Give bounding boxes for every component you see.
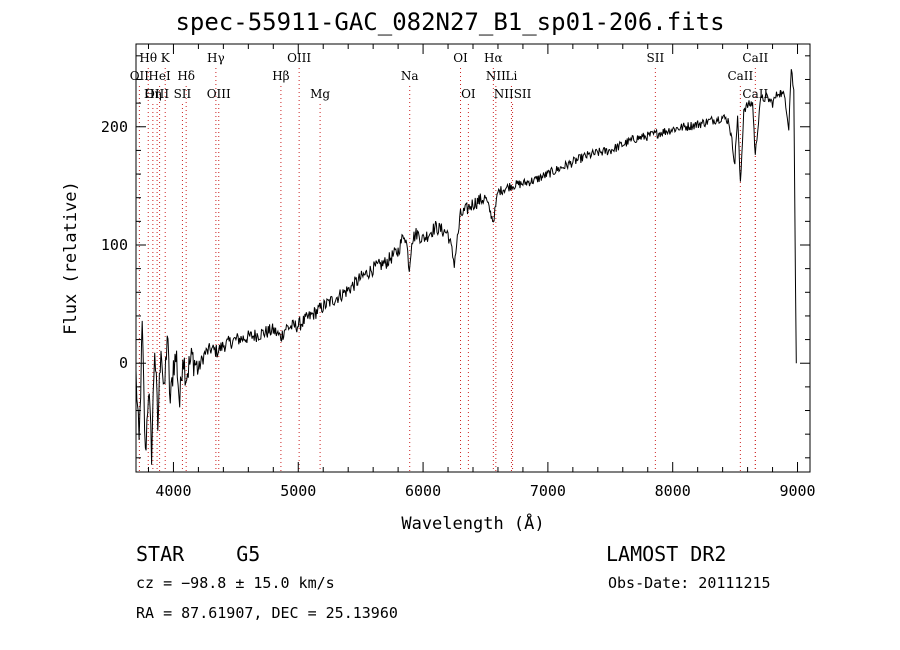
- y-tick-label: 200: [101, 118, 128, 136]
- cz-value: cz = −98.8 ± 15.0 km/s: [136, 574, 335, 592]
- line-label: Hγ: [207, 51, 225, 65]
- line-label: OI: [461, 87, 476, 101]
- line-label: Hα: [484, 51, 503, 65]
- line-label: CaII: [727, 69, 753, 83]
- line-markers: [138, 68, 756, 472]
- obs-date: Obs-Date: 20111215: [608, 574, 771, 592]
- line-label: HeI: [148, 69, 171, 83]
- line-label: SII: [174, 87, 192, 101]
- line-label: NII: [486, 69, 506, 83]
- x-tick-label: 6000: [405, 482, 441, 500]
- line-label: K: [161, 51, 171, 65]
- survey-label: LAMOST DR2: [606, 542, 727, 566]
- coordinates: RA = 87.61907, DEC = 25.13960: [136, 604, 398, 622]
- line-label: Hβ: [272, 69, 289, 83]
- object-class: STAR: [136, 542, 185, 566]
- line-label: OIII: [145, 87, 169, 101]
- line-label: Hδ: [177, 69, 195, 83]
- axes: 4000 5000 6000 7000 8000 9000 0 100 200 Wavelengt…: [61, 43, 816, 534]
- line-label: Hη: [144, 87, 162, 101]
- x-tick-label: 5000: [280, 482, 316, 500]
- x-axis-label: Wavelength (Å): [401, 512, 544, 534]
- line-label: Mg: [310, 87, 330, 101]
- chart-title: spec-55911-GAC_082N27_B1_sp01-206.fits: [175, 8, 725, 36]
- line-label: NIISII: [494, 87, 532, 101]
- line-label: OII: [130, 69, 150, 83]
- line-label: Na: [401, 69, 419, 83]
- x-tick-label: 4000: [155, 482, 191, 500]
- line-label: OIII: [207, 87, 231, 101]
- line-label: Li: [506, 69, 518, 83]
- line-label: OI: [453, 51, 468, 65]
- x-tick-label: 7000: [530, 482, 566, 500]
- line-label: Hθ: [139, 51, 157, 65]
- y-tick-label: 0: [119, 354, 128, 372]
- object-subclass: G5: [236, 542, 261, 566]
- line-label: CaII: [742, 87, 768, 101]
- spectrum-series: [135, 69, 797, 465]
- line-label: OIII: [287, 51, 311, 65]
- spectrum-line: [135, 69, 797, 465]
- line-label: CaII: [742, 51, 768, 65]
- x-tick-label: 9000: [779, 482, 815, 500]
- y-tick-label: 100: [101, 236, 128, 254]
- x-tick-label: 8000: [655, 482, 691, 500]
- line-label: SII: [647, 51, 665, 65]
- plot-frame: [135, 43, 811, 473]
- y-axis-label: Flux (relative): [61, 181, 81, 335]
